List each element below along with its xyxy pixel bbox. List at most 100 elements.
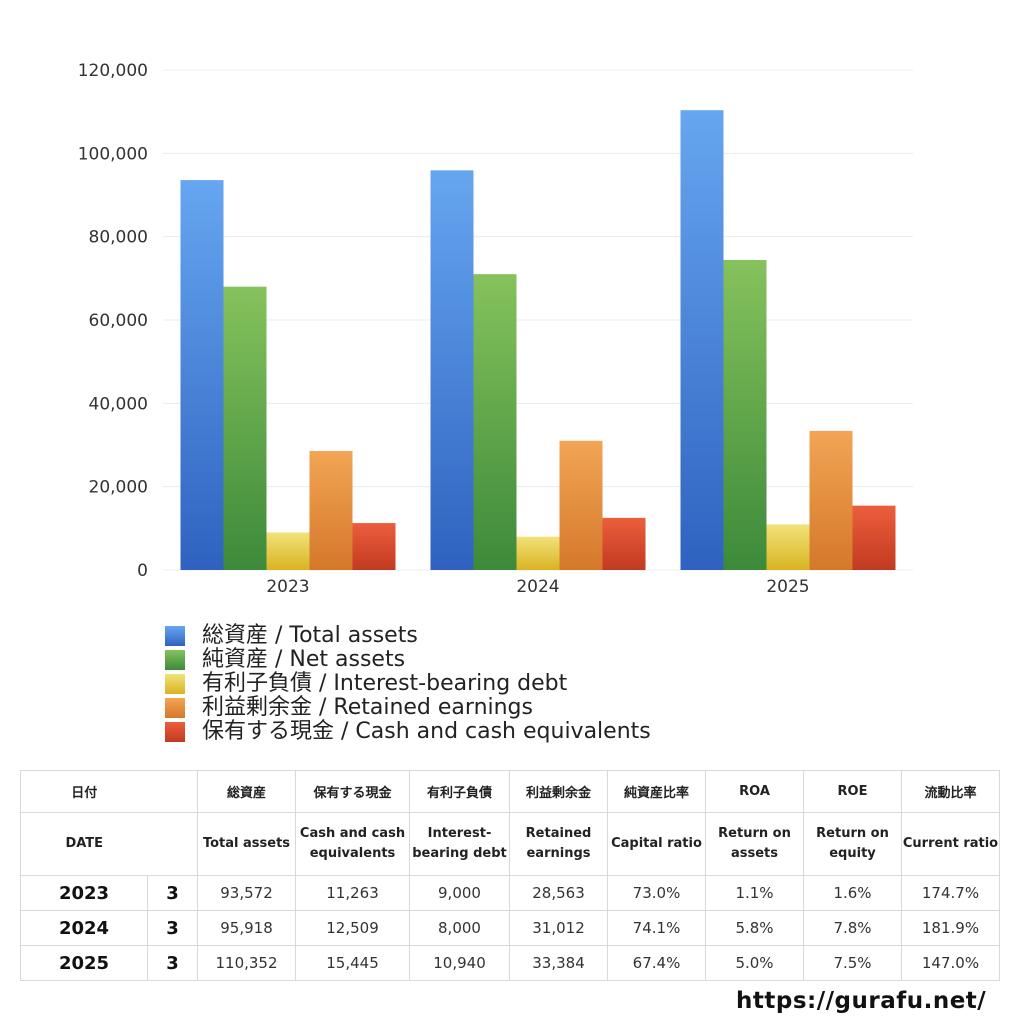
y-axis-labels: 0 20,000 40,000 60,000 80,000 100,000 120,000 <box>78 61 148 581</box>
legend-item: 利益剰余金 / Retained earnings <box>165 696 651 720</box>
cell-debt: 8,000 <box>409 910 510 946</box>
y-tick-label: 100,000 <box>78 144 148 164</box>
cell-current-ratio: 181.9% <box>901 910 1000 946</box>
x-axis-labels: 2023 2024 2025 <box>266 577 809 597</box>
header-date-jp: 日付 <box>20 770 148 813</box>
y-tick-label: 60,000 <box>89 311 148 331</box>
legend-swatch <box>165 698 185 718</box>
table-row: 2025 3 110,352 15,445 10,940 33,384 67.4… <box>20 945 1000 981</box>
legend-label: 利益剰余金 / Retained earnings <box>202 695 533 720</box>
cell-total-assets: 95,918 <box>197 910 296 946</box>
legend-item: 有利子負債 / Interest-bearing debt <box>165 672 651 696</box>
cell-cash: 15,445 <box>295 945 410 981</box>
bar-2024-series-3 <box>559 440 603 570</box>
legend: 総資産 / Total assets 純資産 / Net assets 有利子負… <box>165 624 651 744</box>
cell-roe: 1.6% <box>803 875 902 911</box>
y-tick-label: 40,000 <box>89 394 148 414</box>
header-debt-jp: 有利子負債 <box>409 770 510 813</box>
bar-2025-series-0 <box>680 110 724 570</box>
legend-swatch <box>165 722 185 742</box>
header-debt-en: Interest-bearing debt <box>409 812 510 876</box>
header-spacer <box>147 812 198 876</box>
header-date-en: DATE <box>20 812 148 876</box>
header-cash-en: Cash and cash equivalents <box>295 812 410 876</box>
legend-swatch <box>165 650 185 670</box>
row-month: 3 <box>147 910 198 946</box>
table-row: 2024 3 95,918 12,509 8,000 31,012 74.1% … <box>20 910 1000 946</box>
cell-capital-ratio: 74.1% <box>607 910 706 946</box>
y-tick-label: 0 <box>137 561 148 581</box>
legend-item: 保有する現金 / Cash and cash equivalents <box>165 720 651 744</box>
cell-debt: 9,000 <box>409 875 510 911</box>
cell-total-assets: 93,572 <box>197 875 296 911</box>
row-year: 2025 <box>20 945 148 981</box>
bar-2024-series-2 <box>516 536 560 570</box>
header-retained-en: Retained earnings <box>509 812 608 876</box>
legend-swatch <box>165 626 185 646</box>
header-current-ratio-en: Current ratio <box>901 812 1000 876</box>
bar-2025-series-4 <box>852 505 896 570</box>
cell-retained: 31,012 <box>509 910 608 946</box>
table-row: 2023 3 93,572 11,263 9,000 28,563 73.0% … <box>20 875 1000 911</box>
legend-label: 保有する現金 / Cash and cash equivalents <box>202 719 651 744</box>
bar-2024-series-0 <box>430 170 474 570</box>
bar-2025-series-1 <box>723 260 767 570</box>
bar-2023-series-4 <box>352 523 396 570</box>
cell-cash: 12,509 <box>295 910 410 946</box>
header-roa-en: Return on assets <box>705 812 804 876</box>
header-spacer <box>147 770 198 813</box>
cell-retained: 28,563 <box>509 875 608 911</box>
cell-roe: 7.5% <box>803 945 902 981</box>
table-header-jp: 日付 総資産 保有する現金 有利子負債 利益剰余金 純資産比率 ROA ROE … <box>20 770 1000 813</box>
legend-label: 総資産 / Total assets <box>202 623 418 648</box>
row-year: 2023 <box>20 875 148 911</box>
table-header-en: DATE Total assets Cash and cash equivale… <box>20 812 1000 876</box>
bar-2023-series-0 <box>180 180 224 570</box>
row-month: 3 <box>147 875 198 911</box>
x-tick-label: 2024 <box>516 577 559 597</box>
header-roa-jp: ROA <box>705 770 804 813</box>
bar-2024-series-1 <box>473 274 517 570</box>
legend-item: 純資産 / Net assets <box>165 648 651 672</box>
legend-swatch <box>165 674 185 694</box>
cell-current-ratio: 147.0% <box>901 945 1000 981</box>
cell-capital-ratio: 73.0% <box>607 875 706 911</box>
bars <box>180 110 896 570</box>
cell-retained: 33,384 <box>509 945 608 981</box>
header-roe-jp: ROE <box>803 770 902 813</box>
x-tick-label: 2025 <box>766 577 809 597</box>
bar-chart: 020,00040,00060,00080,000100,000120,000 … <box>78 61 913 597</box>
cell-capital-ratio: 67.4% <box>607 945 706 981</box>
header-capital-ratio-en: Capital ratio <box>607 812 706 876</box>
header-capital-ratio-jp: 純資産比率 <box>607 770 706 813</box>
bar-2023-series-3 <box>309 450 353 570</box>
bar-2023-series-1 <box>223 286 267 570</box>
y-tick-label: 120,000 <box>78 61 148 81</box>
cell-current-ratio: 174.7% <box>901 875 1000 911</box>
y-tick-label: 80,000 <box>89 228 148 248</box>
financial-table: 日付 総資産 保有する現金 有利子負債 利益剰余金 純資産比率 ROA ROE … <box>20 770 1000 981</box>
header-total-assets-en: Total assets <box>197 812 296 876</box>
cell-debt: 10,940 <box>409 945 510 981</box>
cell-cash: 11,263 <box>295 875 410 911</box>
y-tick-label: 20,000 <box>89 478 148 498</box>
cell-roa: 5.0% <box>705 945 804 981</box>
header-roe-en: Return on equity <box>803 812 902 876</box>
legend-item: 総資産 / Total assets <box>165 624 651 648</box>
source-url-watermark: https://gurafu.net/ <box>736 988 987 1014</box>
x-tick-label: 2023 <box>266 577 309 597</box>
cell-roa: 1.1% <box>705 875 804 911</box>
bar-2025-series-2 <box>766 524 810 570</box>
grid-lines <box>163 69 913 571</box>
cell-roa: 5.8% <box>705 910 804 946</box>
row-month: 3 <box>147 945 198 981</box>
legend-label: 有利子負債 / Interest-bearing debt <box>202 671 568 696</box>
legend-label: 純資産 / Net assets <box>202 647 406 672</box>
header-total-assets-jp: 総資産 <box>197 770 296 813</box>
bar-2025-series-3 <box>809 430 853 570</box>
cell-total-assets: 110,352 <box>197 945 296 981</box>
header-retained-jp: 利益剰余金 <box>509 770 608 813</box>
bar-2023-series-2 <box>266 532 310 570</box>
cell-roe: 7.8% <box>803 910 902 946</box>
row-year: 2024 <box>20 910 148 946</box>
